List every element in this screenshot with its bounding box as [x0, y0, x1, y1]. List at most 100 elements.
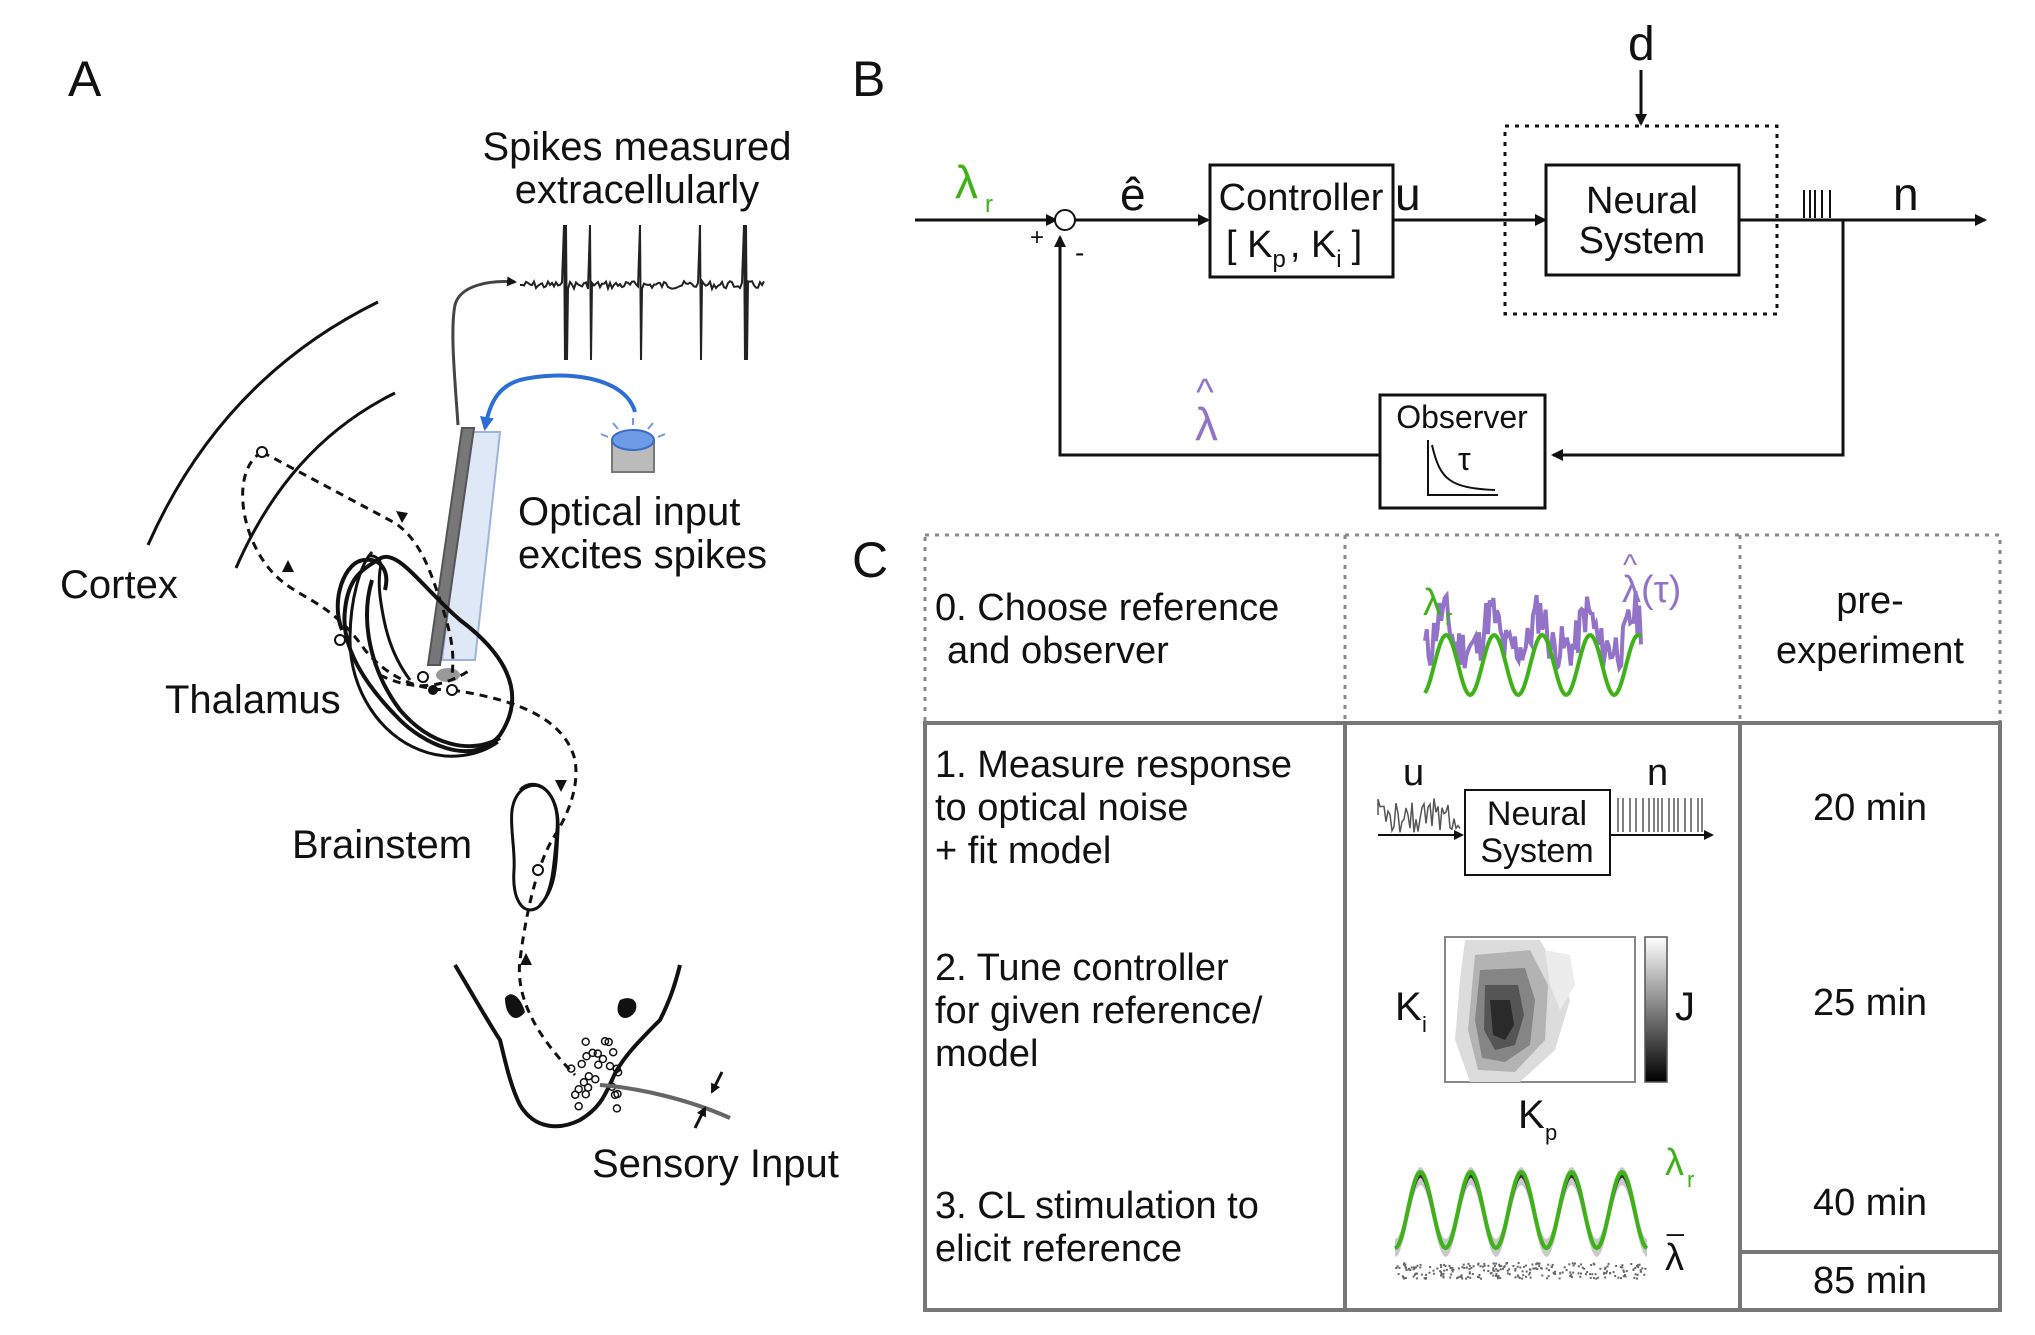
whisker-follicle	[574, 1101, 583, 1111]
panel-c-label: C	[852, 532, 888, 588]
reference-subscript: r	[985, 191, 993, 218]
rat-eye-right	[617, 998, 637, 1019]
row3-text-line2: elicit reference	[935, 1228, 1182, 1270]
whisker-follicle	[608, 1047, 618, 1057]
pathway-nodes	[256, 446, 544, 876]
whisker-follicle	[604, 1037, 613, 1047]
whisker-follicle	[566, 1064, 576, 1073]
spikes-label-line1: Spikes measured	[482, 125, 791, 169]
row2-text-line1: 2. Tune controller	[935, 947, 1229, 989]
row2-time: 25 min	[1813, 982, 1927, 1024]
brainstem-shape	[518, 782, 560, 907]
row3-reference-label: λ	[1665, 1142, 1684, 1184]
output-label: n	[1893, 168, 1919, 220]
row2-colorbar	[1644, 936, 1668, 1083]
total-time: 85 min	[1813, 1260, 1927, 1302]
row2-ki-label: K	[1395, 985, 1422, 1029]
sensory-label: Sensory Input	[592, 1142, 839, 1186]
brainstem-label: Brainstem	[292, 823, 472, 867]
observer-kernel	[1431, 444, 1496, 491]
row0-estimate-trace	[1423, 590, 1643, 674]
whisker-pad	[566, 1037, 623, 1113]
optical-label-line1: Optical input	[518, 490, 740, 534]
cortex-outer	[146, 300, 379, 546]
neural-pathways	[241, 450, 578, 1077]
whisker-follicle	[582, 1052, 591, 1061]
row0-reference-label: λ	[1423, 582, 1442, 624]
row3-reference-sub: r	[1687, 1167, 1694, 1192]
row2-kp-label: K	[1518, 1093, 1545, 1137]
controller-params: [ Kp, Ki]	[1226, 224, 1362, 273]
thalamus-label: Thalamus	[165, 678, 341, 722]
whisker-follicle	[593, 1049, 603, 1058]
reference-symbol: λ	[955, 156, 978, 208]
row1-text-line3: + fit model	[935, 830, 1111, 872]
panel-a-label: A	[68, 51, 102, 107]
spike-trace	[519, 224, 765, 361]
neural-label-line2: System	[1579, 220, 1706, 262]
row2-text-line2: for given reference/	[935, 990, 1263, 1032]
optical-label-line2: excites spikes	[518, 533, 767, 577]
led-icon	[600, 418, 666, 473]
whisker-follicle	[600, 1037, 610, 1046]
rat-head	[453, 963, 682, 1129]
row1-text-line2: to optical noise	[935, 787, 1189, 829]
whisker-follicle	[588, 1048, 597, 1058]
row1-box-line2: System	[1480, 832, 1593, 870]
whisker-follicle	[577, 1059, 586, 1069]
feedback-to-observer	[1551, 220, 1845, 461]
row1-input-label: u	[1403, 752, 1424, 794]
row1-noise-trace	[1377, 798, 1461, 834]
whisker-follicle	[613, 1068, 623, 1077]
row2-ki-sub: i	[1422, 1012, 1427, 1037]
whisker-follicle	[598, 1054, 608, 1064]
cortex-inner	[234, 391, 396, 569]
rat-eye-left	[505, 994, 525, 1018]
controller-label: Controller	[1219, 177, 1384, 219]
brainstem-outline	[510, 783, 559, 912]
neural-system-box	[1544, 163, 1741, 277]
pathway-node-filled	[428, 685, 438, 695]
row3-reference-trace	[1394, 1169, 1649, 1251]
controller-box	[1208, 163, 1395, 279]
whisker-follicle	[581, 1037, 590, 1047]
row3-spike-raster	[1395, 1262, 1647, 1280]
whisker-follicle	[594, 1060, 603, 1069]
recording-lead	[451, 276, 517, 426]
row0-text-line2: and observer	[947, 630, 1169, 672]
row3-mean-label: λ	[1665, 1237, 1684, 1279]
summing-junction	[1054, 209, 1076, 231]
row0-estimate-label: λ(τ)	[1622, 569, 1681, 611]
table-grid	[923, 533, 2002, 1312]
row0-text-line1: 0. Choose reference	[935, 587, 1279, 629]
row2-kp-sub: p	[1545, 1120, 1557, 1145]
whisker-follicle	[581, 1090, 591, 1099]
stim-arrow-bottom	[693, 1106, 707, 1129]
neural-label-line1: Neural	[1586, 180, 1698, 222]
observer-box	[1378, 393, 1547, 510]
error-symbol: ê	[1120, 168, 1146, 220]
whisker	[599, 1083, 731, 1120]
whisker-follicle	[591, 1075, 600, 1084]
row2-colorbar-label: J	[1675, 985, 1695, 1029]
whisker-follicle	[584, 1071, 594, 1081]
observer-axes	[1427, 440, 1498, 496]
stim-arrow-top	[710, 1071, 724, 1094]
row3-time: 40 min	[1813, 1182, 1927, 1224]
row0-estimate-hat: ^	[1623, 549, 1637, 582]
thalamus-shape	[335, 550, 515, 758]
spikes-label-line2: extracellularly	[515, 168, 760, 212]
row0-reference-sub: r	[1445, 605, 1452, 630]
row3-text-line1: 3. CL stimulation to	[935, 1185, 1259, 1227]
row2-cost-map	[1455, 940, 1575, 1082]
row2-text-line3: model	[935, 1033, 1039, 1075]
minus-sign: -	[1075, 237, 1084, 268]
row1-neural-box	[1464, 789, 1611, 876]
row0-reference-trace	[1423, 632, 1643, 698]
row0-time-line2: experiment	[1776, 630, 1964, 672]
optic-arrow	[480, 373, 637, 431]
estimate-symbol: λ	[1195, 398, 1218, 450]
cortex-label: Cortex	[60, 563, 178, 607]
whisker-follicle	[574, 1084, 583, 1094]
